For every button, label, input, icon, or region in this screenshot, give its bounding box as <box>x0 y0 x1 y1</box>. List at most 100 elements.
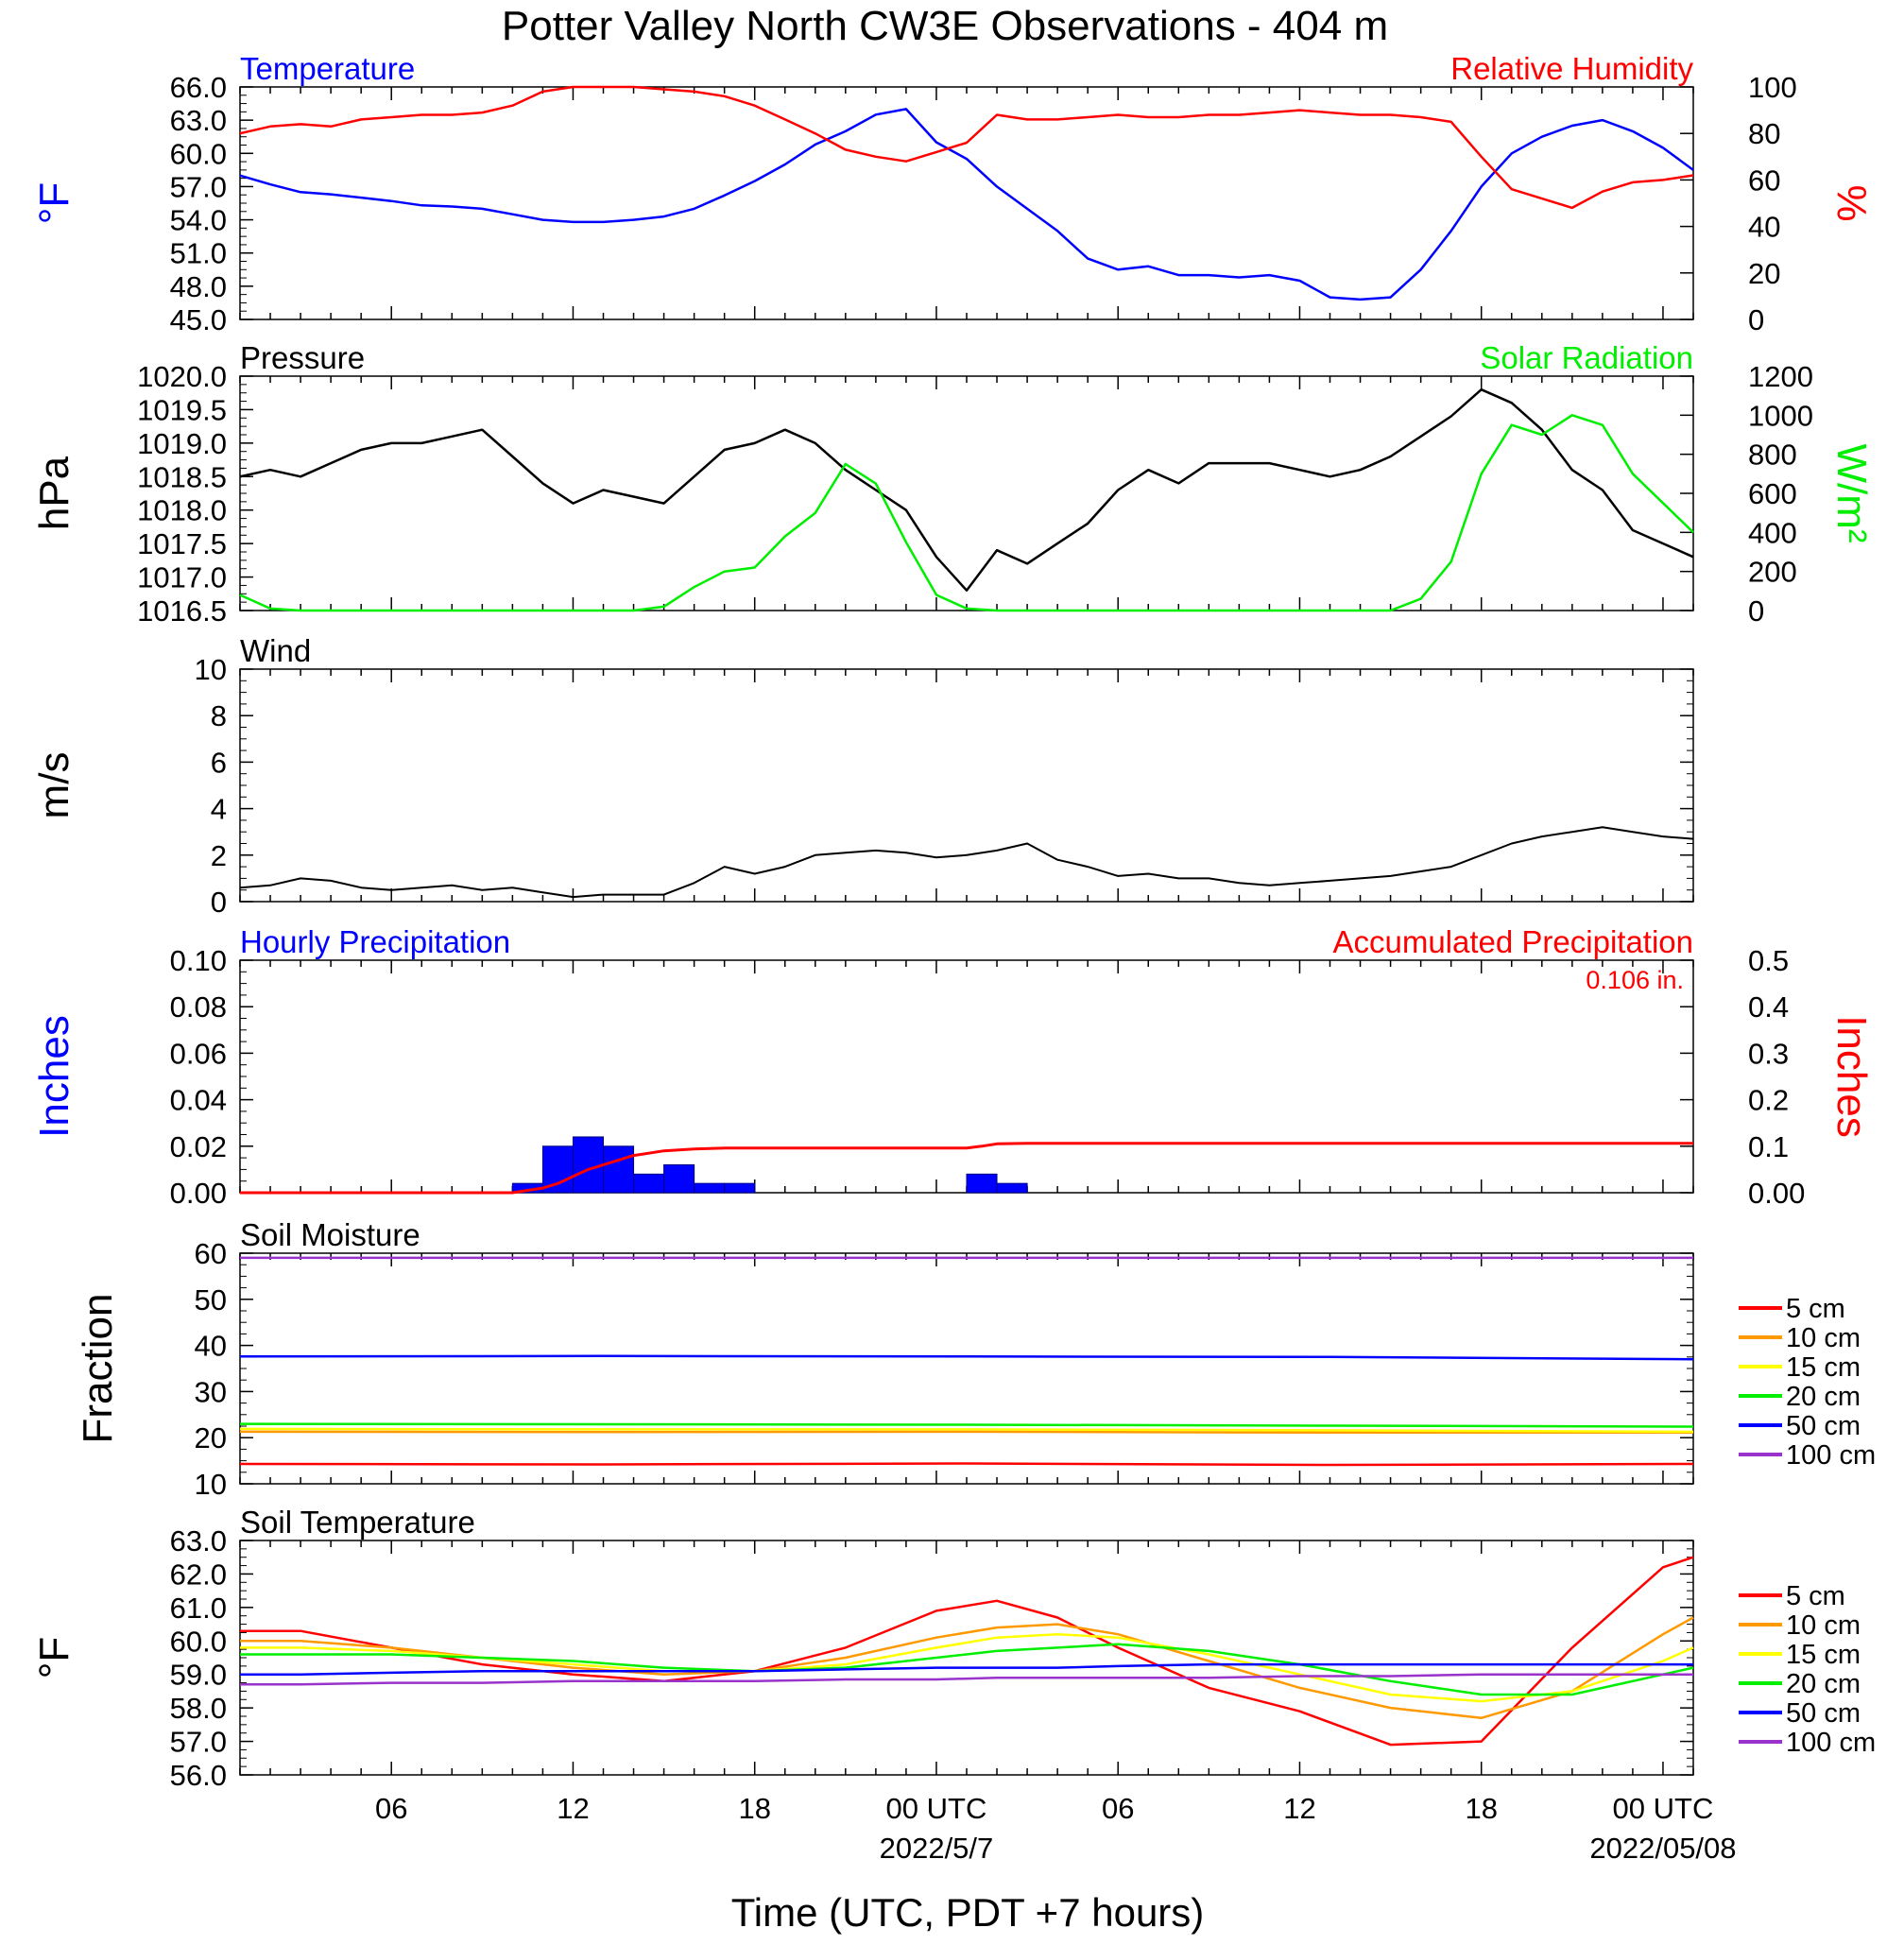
x-tick-label: 00 UTC <box>886 1792 987 1825</box>
y-tick-label: 1018.5 <box>137 460 227 493</box>
y-tick-label: 59.0 <box>170 1659 227 1692</box>
panel-right-title: Solar Radiation <box>1480 340 1693 375</box>
precip-bar <box>724 1182 756 1194</box>
legend-label: 15 cm <box>1786 1640 1861 1670</box>
y-axis-label: Inches <box>31 1015 77 1138</box>
panel-frame <box>239 1252 1694 1485</box>
y-tick-label: 58.0 <box>170 1692 227 1725</box>
y2-tick-label: 0.5 <box>1748 944 1789 977</box>
y2-axis-label: W/m² <box>1828 443 1875 542</box>
y2-axis-label: Inches <box>1828 1015 1875 1138</box>
y2-tick-label: 0.1 <box>1748 1130 1789 1163</box>
legend-label: 5 cm <box>1786 1294 1845 1324</box>
series-line-10-cm <box>239 1430 1693 1435</box>
x-axis-label: Time (UTC, PDT +7 hours) <box>731 1890 1205 1935</box>
legend-label: 5 cm <box>1786 1581 1845 1611</box>
y-tick-label: 51.0 <box>170 237 227 270</box>
precip-bar <box>694 1182 726 1194</box>
y-tick-label: 1019.0 <box>137 427 227 460</box>
y-tick-label: 60.0 <box>170 137 227 170</box>
panel-soil_temp: 56.057.058.059.060.061.062.063.0 Soil Tem… <box>31 1505 1876 1792</box>
series-line-temperature <box>239 108 1694 301</box>
legend-label: 15 cm <box>1786 1352 1861 1383</box>
legend-label: 10 cm <box>1786 1610 1861 1641</box>
y-tick-label: 0.04 <box>170 1084 227 1117</box>
series-line-50-cm <box>240 1662 1693 1676</box>
legend-label: 50 cm <box>1786 1698 1861 1729</box>
panel-right-title: Accumulated Precipitation <box>1332 924 1693 959</box>
y2-tick-label: 800 <box>1748 439 1797 472</box>
y-tick-label: 0.02 <box>170 1130 227 1163</box>
legend-label: 100 cm <box>1786 1440 1876 1471</box>
precip-bar <box>663 1163 695 1194</box>
panel-frame <box>239 668 1694 903</box>
y-tick-label: 10 <box>195 653 227 686</box>
y-tick-label: 66.0 <box>170 71 227 104</box>
y-tick-label: 2 <box>211 839 227 872</box>
precip-bar <box>633 1173 665 1194</box>
series-line-relative-humidity <box>239 85 1694 210</box>
y2-tick-label: 0.4 <box>1748 990 1789 1024</box>
series-line-20-cm <box>240 1643 1694 1696</box>
legend-label: 100 cm <box>1786 1728 1876 1758</box>
x-tick-label: 06 <box>1102 1792 1134 1825</box>
series-line-20-cm <box>239 1422 1694 1428</box>
y-axis-label: Fraction <box>75 1294 121 1444</box>
precip-bar <box>541 1145 574 1194</box>
series-line-solar-radiation <box>239 414 1694 612</box>
y2-tick-label: 0.2 <box>1748 1084 1789 1117</box>
x-axis: 06 12 18 00 UTC 2022/5/7 06 12 18 00 UTC 2022/05/… <box>375 1792 1737 1865</box>
legend-label: 20 cm <box>1786 1382 1861 1412</box>
y-tick-label: 54.0 <box>170 204 227 237</box>
y-tick-label: 8 <box>211 699 227 732</box>
figure-title: Potter Valley North CW3E Observations - … <box>502 3 1388 49</box>
y-axis-label: hPa <box>31 456 77 530</box>
x-tick-label: 12 <box>1283 1792 1315 1825</box>
series-line-50-cm <box>239 1354 1694 1361</box>
y2-tick-label: 0 <box>1748 594 1764 628</box>
y-tick-label: 10 <box>195 1468 227 1501</box>
y2-tick-label: 40 <box>1748 211 1780 244</box>
y-tick-label: 1017.5 <box>137 527 227 560</box>
x-tick-sublabel: 2022/05/08 <box>1589 1832 1736 1865</box>
panel-frame <box>239 86 1694 320</box>
legend-label: 50 cm <box>1786 1411 1861 1441</box>
precip-bar <box>996 1182 1028 1194</box>
y-tick-label: 1017.0 <box>137 561 227 594</box>
accumulated-precip-line <box>240 1142 1693 1195</box>
panel-left-title: Soil Moisture <box>240 1217 420 1252</box>
y-tick-label: 60 <box>195 1237 227 1270</box>
y-axis-label: m/s <box>31 752 77 819</box>
y-tick-label: 30 <box>195 1375 227 1408</box>
y-tick-label: 1018.0 <box>137 494 227 527</box>
panel-soil_moisture: 10 20 30 40 50 60 Soil Moisture Fraction 5 cm10 … <box>75 1217 1876 1501</box>
y-tick-label: 1020.0 <box>137 360 227 393</box>
panel-frame <box>239 375 1694 611</box>
y-tick-label: 60.0 <box>170 1625 227 1658</box>
y-axis-label: °F <box>31 1637 77 1678</box>
y2-tick-label: 600 <box>1748 477 1797 510</box>
y-tick-label: 0.00 <box>170 1177 227 1210</box>
accumulated-total-annotation: 0.106 in. <box>1586 966 1684 994</box>
panel-left-title: Wind <box>240 633 311 668</box>
y-tick-label: 0.10 <box>170 944 227 977</box>
panel-wind: 0 2 4 6 8 10 Wind m/s <box>31 633 1694 919</box>
precip-bar <box>572 1136 604 1194</box>
y-tick-label: 40 <box>195 1330 227 1363</box>
series-line-pressure <box>239 387 1694 592</box>
y-tick-label: 57.0 <box>170 170 227 203</box>
series-line-5-cm <box>240 1556 1694 1747</box>
y2-tick-label: 400 <box>1748 516 1797 549</box>
y-tick-label: 6 <box>211 746 227 779</box>
y-tick-label: 56.0 <box>170 1759 227 1792</box>
y-tick-label: 62.0 <box>170 1558 227 1591</box>
y-tick-label: 57.0 <box>170 1726 227 1759</box>
panel-left-title: Hourly Precipitation <box>240 924 510 959</box>
x-tick-sublabel: 2022/5/7 <box>880 1832 994 1865</box>
y2-axis-label: % <box>1828 184 1875 221</box>
x-tick-label: 06 <box>375 1792 407 1825</box>
x-tick-label: 00 UTC <box>1613 1792 1714 1825</box>
precip-bar <box>966 1173 998 1194</box>
y2-tick-label: 80 <box>1748 117 1780 150</box>
